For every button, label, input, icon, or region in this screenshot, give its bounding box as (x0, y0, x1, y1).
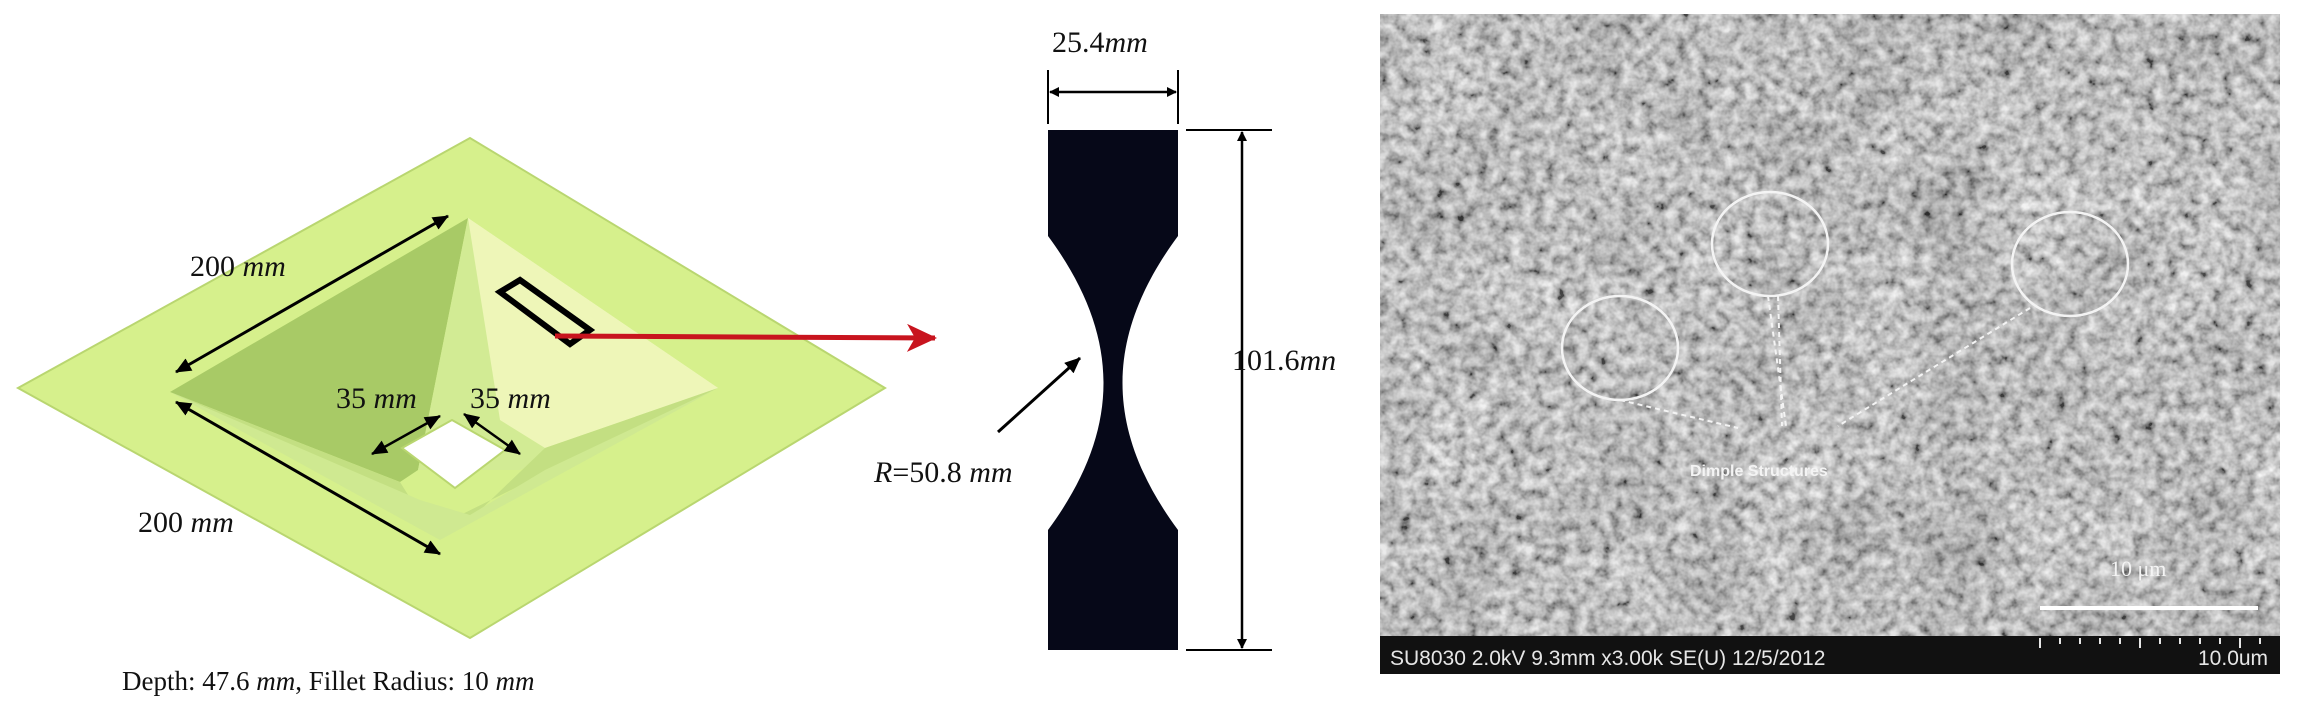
radius-pointer-arrow (996, 356, 1082, 434)
dimple-circle-2 (1710, 190, 1830, 298)
sample-location-box (494, 276, 596, 348)
specimen-shape (1048, 130, 1178, 650)
dim-arrow-hole-left (371, 414, 441, 456)
dimple-pointer-3 (1777, 295, 1783, 427)
label-dimple-structures: Dimple Structures (1690, 463, 1828, 480)
sem-info-scale: 10.0um (2198, 647, 2268, 670)
caption-depth-fillet: Depth: 47.6 mm, Fillet Radius: 10 mm (122, 666, 535, 696)
dim-arrow-hole-right (463, 412, 521, 456)
part-drawing: 200 mm 200 mm 35 mm 35 mm Depth: 47.6 mm… (15, 136, 937, 696)
label-hole-right: 35 mm (470, 382, 551, 415)
label-width-bottom: 200 mm (138, 506, 234, 539)
label-radius: R=50.8 mm (873, 456, 1013, 489)
label-hole-left: 35 mm (336, 382, 417, 415)
dimple-circle-3 (2010, 210, 2130, 318)
dimple-pointer-4 (1837, 307, 2031, 427)
sem-info-bar (1380, 636, 2280, 674)
dimple-pointer-2 (1767, 295, 1787, 427)
tensile-specimen-drawing: 25.4mm 101.6mn R=50.8 mm (873, 26, 1336, 651)
sem-info-text: SU8030 2.0kV 9.3mm x3.00k SE(U) 12/5/201… (1390, 647, 1825, 670)
sem-image-shading (1380, 14, 2280, 674)
sem-micrograph: Dimple Structures 10 μm SU8030 2.0kV 9.3… (1378, 12, 2282, 676)
dimple-pointer-1 (1619, 399, 1739, 429)
label-specimen-width: 25.4mm (1052, 26, 1148, 59)
info-bar-ruler (2039, 638, 2261, 648)
label-specimen-length: 101.6mn (1232, 344, 1336, 377)
red-pointer-arrow (554, 323, 937, 352)
pyramid-face-bottom-front (170, 388, 718, 540)
label-width-top: 200 mm (190, 250, 286, 283)
label-scale-in-image: 10 μm (2110, 556, 2166, 581)
scale-bar-in-image (2040, 606, 2258, 610)
pyramid-face-right-main (468, 218, 718, 448)
dim-arrow-bottom-200 (175, 400, 441, 556)
dim-arrow-top-200 (175, 214, 449, 374)
